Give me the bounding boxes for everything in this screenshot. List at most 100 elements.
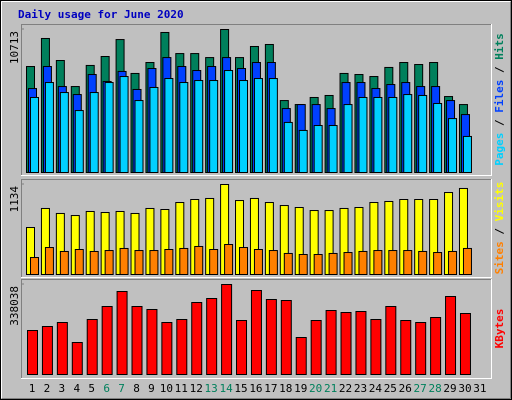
x-tick-label: 24: [369, 382, 383, 395]
legend: Pages / Files / Hits: [493, 33, 506, 166]
x-tick-label: 22: [339, 382, 352, 395]
bar: [164, 249, 174, 275]
bar: [209, 249, 219, 275]
y-tick-label: 338038: [8, 286, 21, 326]
bar: [415, 322, 427, 375]
bar: [403, 250, 413, 276]
bar: [119, 76, 129, 173]
bar: [176, 318, 188, 375]
x-tick-label: 20: [309, 382, 322, 395]
y-tick-label: 1134: [8, 186, 21, 213]
bar: [250, 290, 262, 376]
bar: [343, 252, 353, 275]
bar: [119, 247, 129, 275]
bar: [265, 298, 277, 375]
bar: [462, 135, 472, 173]
x-tick-label: 12: [190, 382, 203, 395]
bar: [71, 342, 83, 375]
x-tick-label: 13: [205, 382, 218, 395]
legend-entry: Sites: [493, 241, 506, 274]
bar: [445, 295, 457, 375]
x-tick-label: 23: [354, 382, 367, 395]
bar: [74, 249, 84, 275]
bar: [358, 96, 368, 173]
bar: [209, 80, 219, 173]
bar: [89, 92, 99, 173]
bar: [418, 94, 428, 173]
x-tick-label: 16: [249, 382, 262, 395]
bar: [403, 94, 413, 173]
legend-entry: Files: [493, 80, 506, 113]
bar: [89, 250, 99, 276]
x-tick-label: 15: [234, 382, 247, 395]
bar: [44, 82, 54, 173]
x-tick-label: 10: [160, 382, 173, 395]
bar: [340, 312, 352, 375]
bar: [236, 320, 248, 375]
bar: [373, 96, 383, 173]
x-tick-label: 18: [279, 382, 292, 395]
bar: [239, 80, 249, 173]
bar: [433, 102, 443, 173]
bar: [283, 252, 293, 275]
legend-separator: /: [493, 60, 506, 80]
bar: [146, 308, 158, 375]
bar: [343, 104, 353, 173]
bar: [86, 318, 98, 375]
bar: [221, 284, 233, 375]
bar: [400, 320, 412, 375]
legend-entry: KBytes: [493, 309, 506, 349]
bar: [179, 82, 189, 173]
bar: [373, 250, 383, 276]
bar: [104, 82, 114, 173]
x-tick-label: 6: [103, 382, 110, 395]
x-tick-label: 5: [88, 382, 95, 395]
bar: [194, 80, 204, 173]
bar: [313, 254, 323, 275]
bar: [355, 310, 367, 375]
bar: [418, 250, 428, 276]
x-tick-label: 27: [414, 382, 427, 395]
bar: [253, 249, 263, 275]
x-tick-label: 4: [73, 382, 80, 395]
x-tick-label: 19: [294, 382, 307, 395]
x-tick-label: 17: [264, 382, 277, 395]
bar: [224, 244, 234, 275]
bar: [194, 245, 204, 276]
bar: [104, 250, 114, 276]
bar: [44, 247, 54, 275]
bar: [134, 100, 144, 173]
bar: [298, 129, 308, 174]
bar: [459, 312, 471, 375]
bar: [30, 257, 39, 275]
bar: [328, 125, 338, 173]
x-tick-label: 26: [399, 382, 412, 395]
bar: [27, 330, 38, 375]
bar: [161, 322, 173, 375]
bar: [149, 250, 159, 276]
x-tick-label: 7: [118, 382, 125, 395]
bar: [280, 300, 292, 376]
x-tick-label: 1: [29, 382, 36, 395]
bar: [298, 254, 308, 275]
bar: [253, 78, 263, 173]
x-tick-label: 25: [384, 382, 397, 395]
x-tick-label: 2: [44, 382, 51, 395]
x-tick-label: 28: [428, 382, 441, 395]
legend-entry: Hits: [493, 33, 506, 60]
bar: [164, 78, 174, 173]
bar: [134, 250, 144, 276]
x-tick-label: 11: [175, 382, 188, 395]
bar: [59, 92, 69, 173]
legend: KBytes: [493, 309, 506, 349]
bar: [313, 125, 323, 173]
bar: [116, 290, 128, 375]
bar: [74, 110, 84, 173]
x-tick-label: 21: [324, 382, 337, 395]
bar: [388, 250, 398, 276]
x-tick-label: 8: [133, 382, 140, 395]
bar: [206, 297, 218, 375]
bar: [325, 310, 337, 375]
x-tick-label: 14: [219, 382, 233, 395]
